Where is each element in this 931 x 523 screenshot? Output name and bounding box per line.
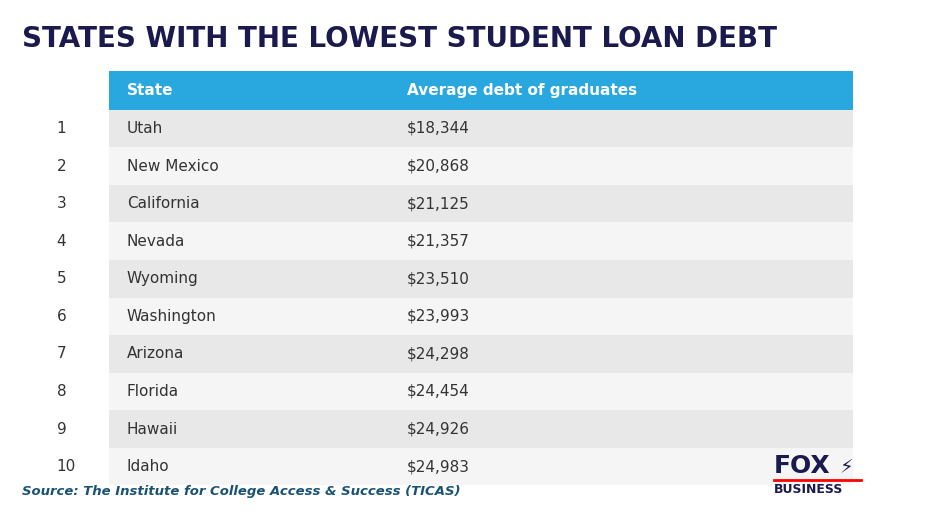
Text: Idaho: Idaho	[127, 459, 169, 474]
FancyBboxPatch shape	[109, 448, 853, 485]
Text: Average debt of graduates: Average debt of graduates	[407, 83, 637, 98]
Text: 10: 10	[57, 459, 76, 474]
Text: Hawaii: Hawaii	[127, 422, 178, 437]
FancyBboxPatch shape	[109, 260, 853, 298]
Text: FOX: FOX	[774, 453, 830, 477]
Text: ⚡: ⚡	[840, 459, 854, 477]
Text: Florida: Florida	[127, 384, 179, 399]
Text: $23,510: $23,510	[407, 271, 469, 286]
FancyBboxPatch shape	[109, 335, 853, 373]
Text: State: State	[127, 83, 173, 98]
Text: California: California	[127, 196, 199, 211]
Text: 9: 9	[57, 422, 66, 437]
Text: 3: 3	[57, 196, 66, 211]
Text: 1: 1	[57, 121, 66, 136]
FancyBboxPatch shape	[109, 147, 853, 185]
Text: Source: The Institute for College Access & Success (TICAS): Source: The Institute for College Access…	[21, 485, 460, 498]
FancyBboxPatch shape	[109, 410, 853, 448]
Text: 6: 6	[57, 309, 66, 324]
Text: 5: 5	[57, 271, 66, 286]
Text: 7: 7	[57, 346, 66, 361]
Text: 2: 2	[57, 158, 66, 174]
Text: $24,298: $24,298	[407, 346, 469, 361]
Text: Utah: Utah	[127, 121, 163, 136]
Text: 4: 4	[57, 234, 66, 248]
FancyBboxPatch shape	[109, 185, 853, 222]
Text: $20,868: $20,868	[407, 158, 469, 174]
FancyBboxPatch shape	[109, 110, 853, 147]
Text: $21,357: $21,357	[407, 234, 469, 248]
Text: Washington: Washington	[127, 309, 216, 324]
Text: $24,983: $24,983	[407, 459, 469, 474]
Text: Wyoming: Wyoming	[127, 271, 198, 286]
FancyBboxPatch shape	[109, 298, 853, 335]
FancyBboxPatch shape	[109, 222, 853, 260]
FancyBboxPatch shape	[109, 71, 853, 110]
Text: New Mexico: New Mexico	[127, 158, 219, 174]
Text: $23,993: $23,993	[407, 309, 470, 324]
Text: $24,454: $24,454	[407, 384, 469, 399]
Text: 8: 8	[57, 384, 66, 399]
Text: BUSINESS: BUSINESS	[774, 483, 843, 496]
Text: Arizona: Arizona	[127, 346, 184, 361]
FancyBboxPatch shape	[109, 373, 853, 410]
Text: STATES WITH THE LOWEST STUDENT LOAN DEBT: STATES WITH THE LOWEST STUDENT LOAN DEBT	[21, 25, 776, 53]
Text: Nevada: Nevada	[127, 234, 185, 248]
Text: $18,344: $18,344	[407, 121, 469, 136]
Text: $21,125: $21,125	[407, 196, 469, 211]
Text: $24,926: $24,926	[407, 422, 469, 437]
